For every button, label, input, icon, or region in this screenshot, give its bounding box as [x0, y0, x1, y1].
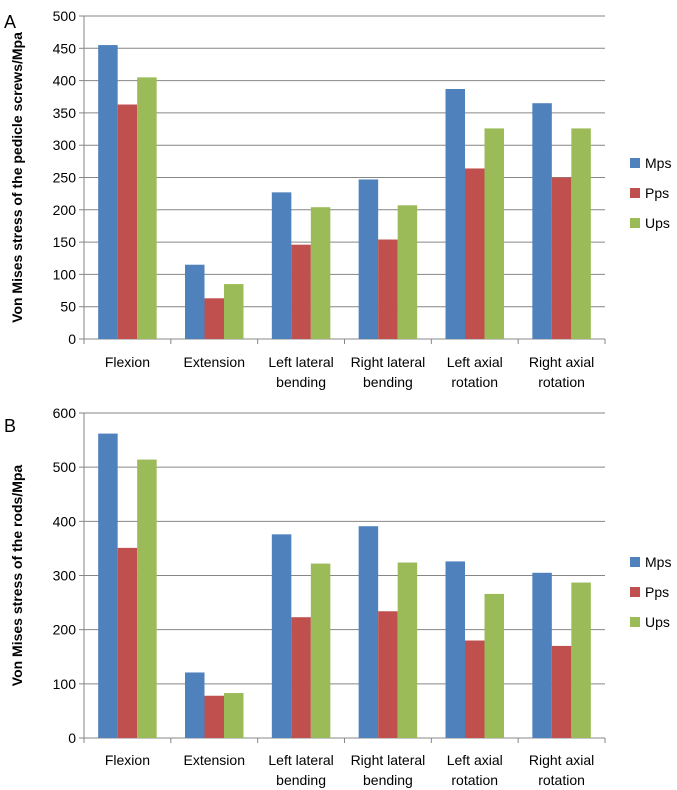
legend-swatch-pps — [630, 188, 640, 198]
x-category-label: Flexion — [105, 354, 150, 370]
bar-ups — [571, 128, 591, 339]
x-category-label: Left axial — [447, 354, 503, 370]
x-category-label: bending — [276, 772, 326, 788]
bar-pps — [291, 617, 311, 738]
y-axis-title: Von Mises stress of the rods/Mpa — [9, 465, 25, 687]
bar-ups — [224, 284, 244, 339]
x-category-label: Left axial — [447, 752, 503, 768]
x-category-label: Extension — [184, 354, 245, 370]
bar-ups — [484, 128, 504, 339]
chart-panel-b: B 0 100 200 300 400 500 600 Von Mises stress of … — [0, 400, 677, 790]
x-category-label: bending — [363, 374, 413, 390]
bar-ups — [397, 205, 418, 339]
legend-label-mps: Mps — [645, 554, 671, 570]
bar-ups — [310, 563, 331, 738]
y-tick-label: 200 — [53, 202, 77, 218]
panel-label: B — [4, 416, 16, 436]
y-tick-label: 400 — [53, 513, 77, 529]
bar-mps — [185, 672, 205, 738]
x-category-label: Right lateral — [351, 752, 426, 768]
y-tick-label: 350 — [53, 105, 77, 121]
x-category-label: Left lateral — [268, 354, 333, 370]
y-tick-label: 400 — [53, 73, 77, 89]
bar-mps — [445, 88, 465, 339]
y-tick-label: 0 — [68, 331, 76, 347]
y-tick-label: 0 — [68, 730, 76, 746]
x-category-label: Left lateral — [268, 752, 333, 768]
legend-label-pps: Pps — [645, 185, 669, 201]
bar-pps — [117, 104, 138, 339]
legend-label-mps: Mps — [645, 155, 671, 171]
x-category-label: bending — [276, 374, 326, 390]
bar-mps — [358, 179, 379, 339]
y-tick-label: 300 — [53, 568, 77, 584]
bar-ups — [397, 562, 418, 738]
bar-pps — [117, 547, 138, 738]
legend-swatch-mps — [630, 557, 640, 567]
y-tick-label: 50 — [60, 299, 76, 315]
x-category-label: Extension — [184, 752, 245, 768]
stress-pedicle-screws-chart: A 0 50 100 150 200 250 300 350 400 450 500 Von Mises… — [4, 8, 671, 390]
x-category-label: Right axial — [529, 354, 594, 370]
legend-label-ups: Ups — [645, 215, 670, 231]
bar-mps — [532, 572, 552, 738]
y-tick-label: 200 — [53, 622, 77, 638]
bar-mps — [532, 103, 552, 340]
bar-mps — [185, 264, 205, 339]
legend-swatch-ups — [630, 617, 640, 627]
y-tick-label: 300 — [53, 137, 77, 153]
legend-label-ups: Ups — [645, 614, 670, 630]
bar-pps — [204, 695, 224, 738]
bar-pps — [291, 244, 311, 339]
x-category-label: Flexion — [105, 752, 150, 768]
bar-pps — [204, 298, 224, 339]
bar-ups — [310, 207, 331, 339]
legend-label-pps: Pps — [645, 584, 669, 600]
x-category-label: rotation — [538, 772, 585, 788]
bar-mps — [98, 433, 118, 738]
stress-rods-chart: B 0 100 200 300 400 500 600 Von Mises stress of … — [4, 405, 671, 788]
y-tick-label: 100 — [53, 676, 77, 692]
x-category-label: bending — [363, 772, 413, 788]
legend-swatch-pps — [630, 587, 640, 597]
bar-pps — [378, 611, 398, 738]
panel-label: A — [4, 12, 16, 32]
bar-mps — [358, 526, 379, 738]
bar-mps — [98, 45, 118, 339]
bar-ups — [137, 77, 157, 340]
bar-pps — [465, 640, 485, 738]
bar-ups — [571, 582, 591, 738]
x-category-label: rotation — [451, 374, 498, 390]
y-tick-label: 100 — [53, 266, 77, 282]
y-tick-label: 500 — [53, 8, 77, 24]
bar-pps — [551, 645, 572, 738]
x-category-label: Right lateral — [351, 354, 426, 370]
x-category-label: rotation — [538, 374, 585, 390]
bar-ups — [484, 593, 504, 738]
y-tick-label: 150 — [53, 234, 77, 250]
bar-ups — [137, 459, 157, 738]
bar-mps — [445, 561, 465, 738]
bar-mps — [271, 534, 292, 738]
chart-panel-a: A 0 50 100 150 200 250 300 350 400 450 500 Von Mises… — [4, 8, 671, 390]
bar-ups — [224, 693, 244, 738]
x-category-label: rotation — [451, 772, 498, 788]
bar-pps — [551, 177, 572, 339]
y-tick-label: 450 — [53, 40, 77, 56]
bar-mps — [271, 192, 292, 339]
x-category-label: Right axial — [529, 752, 594, 768]
y-tick-label: 250 — [53, 170, 77, 186]
bar-pps — [378, 239, 398, 339]
y-tick-label: 500 — [53, 459, 77, 475]
y-axis-title: Von Mises stress of the pedicle screws/M… — [9, 32, 25, 323]
bar-pps — [465, 168, 485, 339]
legend-swatch-ups — [630, 218, 640, 228]
y-tick-label: 600 — [53, 405, 77, 421]
legend-swatch-mps — [630, 158, 640, 168]
